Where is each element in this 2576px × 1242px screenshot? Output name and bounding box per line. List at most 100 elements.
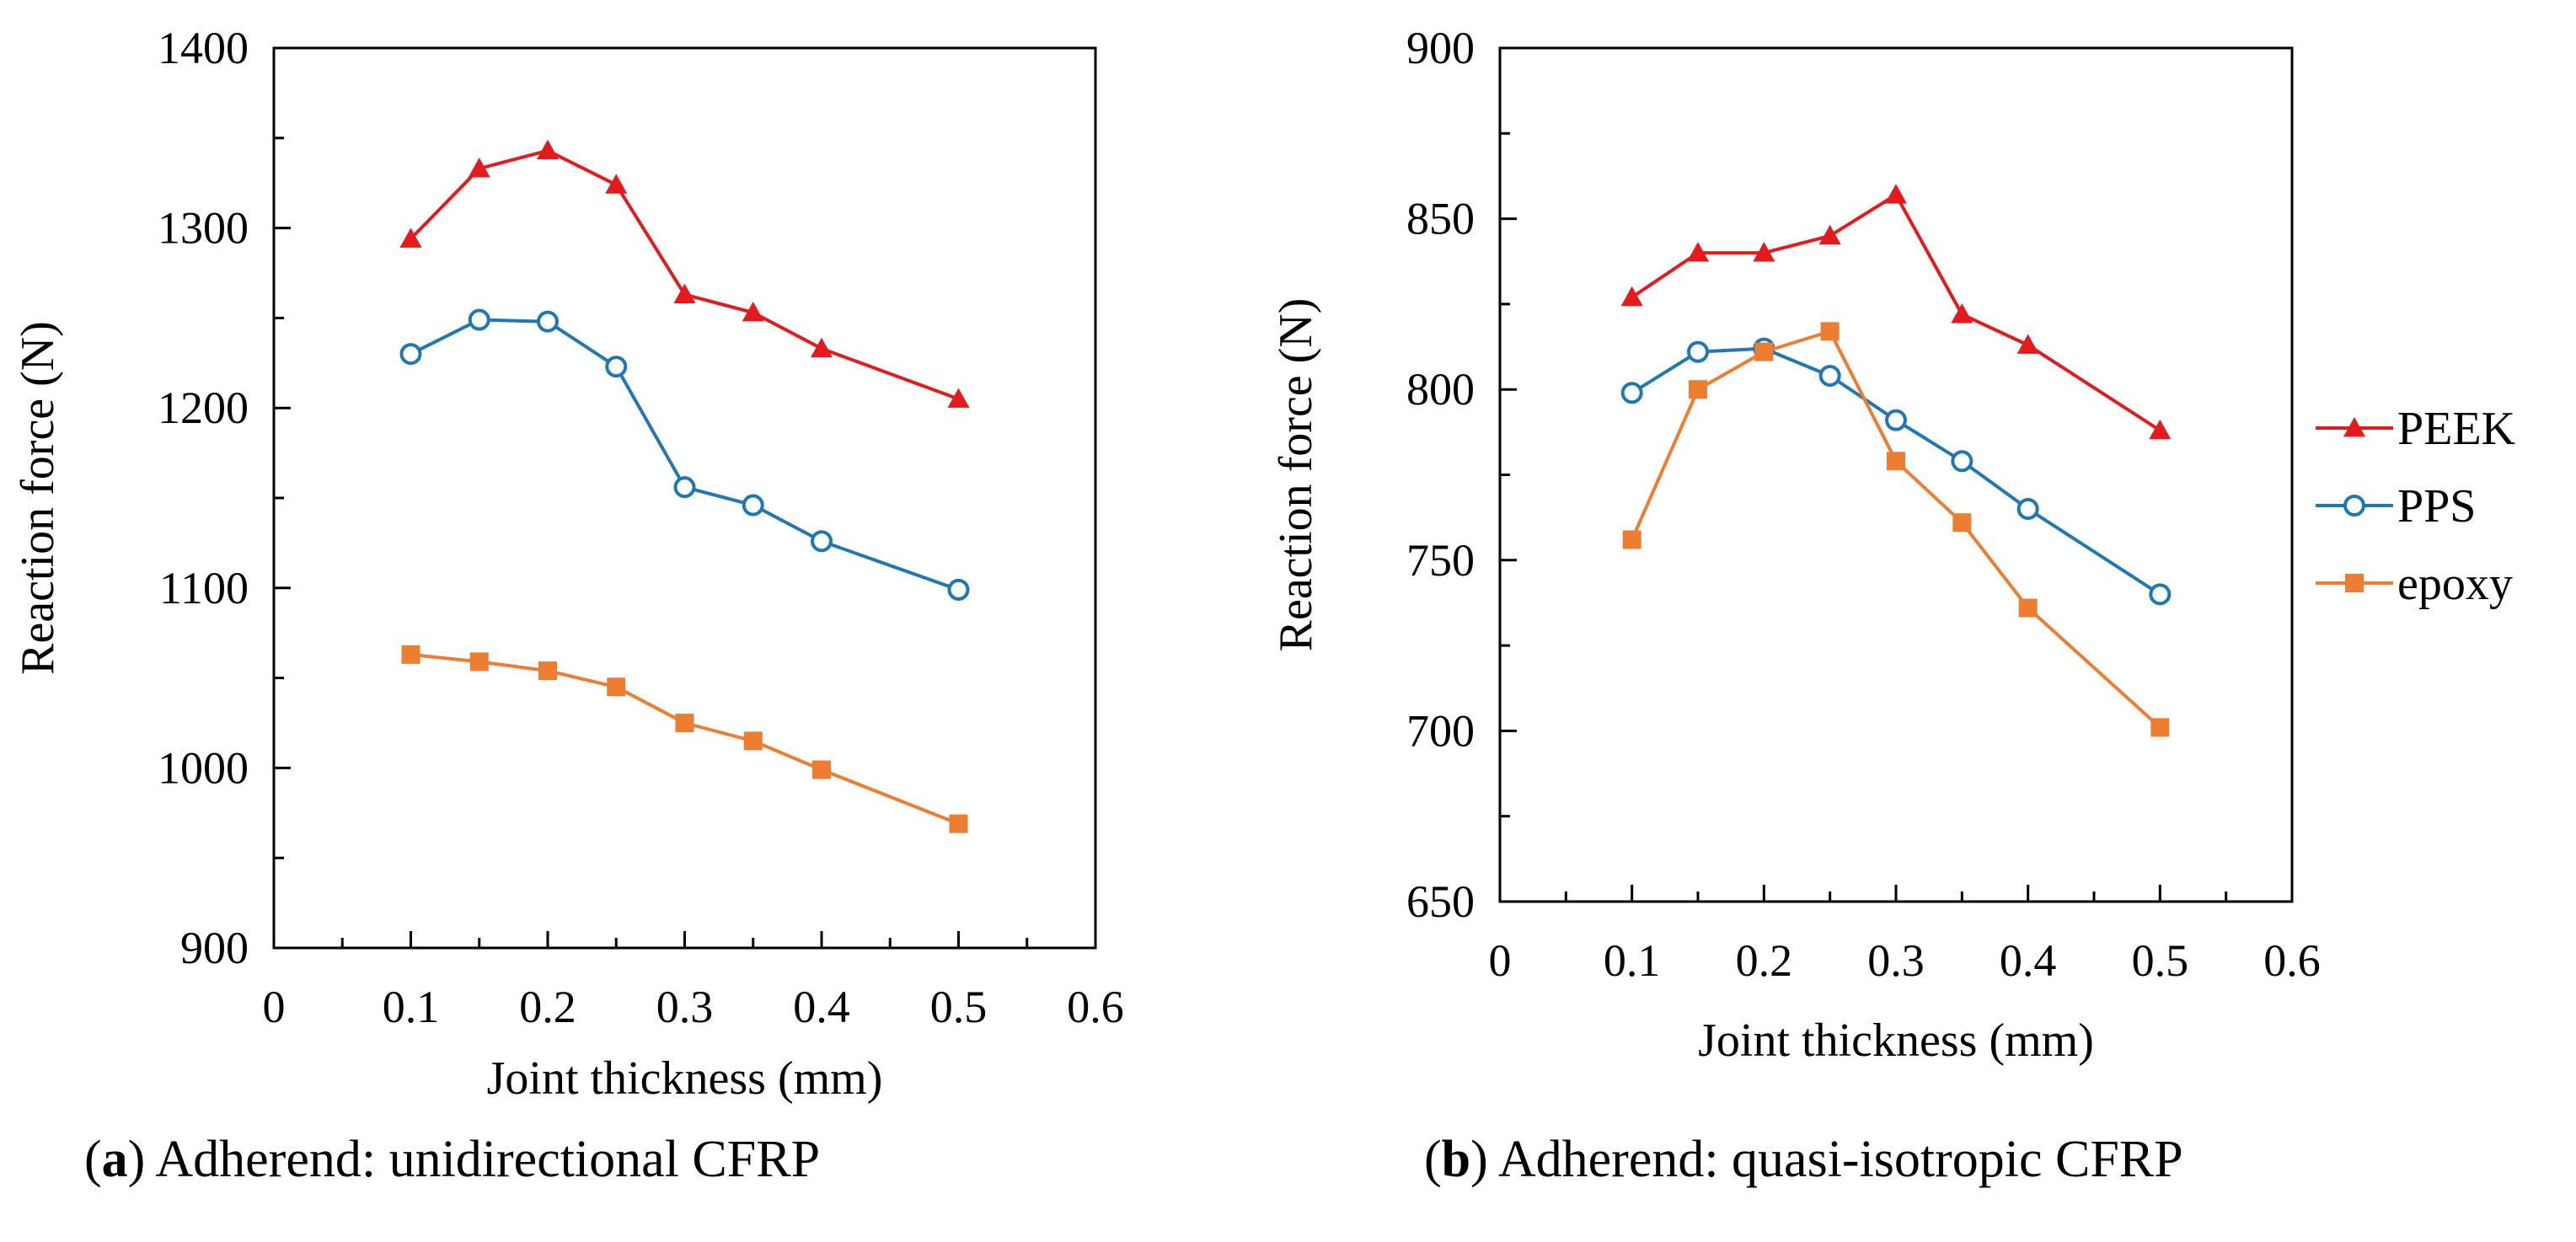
y-tick-label-a: 1100 <box>159 563 249 613</box>
data-point-epoxy-b <box>1689 380 1707 399</box>
x-axis-label-a: Joint thickness (mm) <box>487 1052 883 1105</box>
legend-marker-epoxy <box>2345 574 2364 592</box>
series-peek-a <box>399 139 970 408</box>
data-point-peek-a <box>947 388 970 408</box>
data-point-peek-b <box>1620 286 1643 307</box>
legend-label-epoxy: epoxy <box>2397 558 2513 610</box>
x-tick-label-a: 0.4 <box>793 982 850 1032</box>
series-line-pps-b <box>1631 346 2161 596</box>
data-point-peek-a <box>742 301 764 322</box>
data-point-peek-b <box>1818 224 1841 245</box>
series-epoxy-b <box>1622 322 2170 737</box>
data-point-epoxy-a <box>812 760 831 779</box>
data-point-peek-b <box>2016 334 2039 354</box>
data-point-pps-a <box>742 494 764 517</box>
data-point-peek-a <box>399 228 422 248</box>
legend: PEEK PPS epoxy <box>2316 403 2515 610</box>
data-point-epoxy-a <box>607 677 626 697</box>
data-point-epoxy-b <box>1887 452 1905 471</box>
data-point-pps-a <box>811 530 833 553</box>
data-point-peek-b <box>1687 242 1709 262</box>
data-point-epoxy-a <box>401 645 420 664</box>
series-line-pps-a <box>410 318 960 592</box>
y-tick-label-a: 1200 <box>158 383 249 433</box>
caption-b-text: Adherend: quasi-isotropic CFRP <box>1497 1131 2183 1188</box>
data-point-pps-a <box>605 356 628 378</box>
x-tick-label-b: 0 <box>1489 935 1512 986</box>
x-tick-label-b: 0.3 <box>1867 935 1925 986</box>
data-point-epoxy-b <box>1622 530 1641 549</box>
caption-b-letter: b <box>1441 1131 1471 1188</box>
series-line-epoxy-b <box>1630 329 2161 729</box>
x-tick-label-a: 0.2 <box>519 982 576 1032</box>
y-tick-label-b: 700 <box>1406 705 1475 756</box>
series-line-epoxy-a <box>410 652 960 826</box>
data-point-epoxy-a <box>949 814 968 833</box>
y-axis-label-b: Reaction force (N) <box>1270 298 1322 652</box>
series-epoxy-a <box>401 645 968 833</box>
y-tick-label-a: 1300 <box>158 203 249 254</box>
x-tick-label-a: 0 <box>263 982 286 1032</box>
chart-b: 650 700 750 800 850 900 0 0.1 0.2 0.3 0.4 0.5 0.6 Joi… <box>1270 23 2321 1067</box>
series-peek-b <box>1620 184 2172 440</box>
data-point-pps-b <box>1620 382 1643 404</box>
x-tick-label-b: 0.2 <box>1736 935 1793 986</box>
x-tick-label-a: 0.5 <box>930 982 988 1032</box>
x-tick-label-b: 0.5 <box>2132 935 2189 986</box>
data-point-pps-a <box>537 310 559 333</box>
caption-b: (b) Adherend: quasi-isotropic CFRP <box>1424 1131 2183 1188</box>
series-line-peek-b <box>1631 193 2161 432</box>
data-point-peek-b <box>2149 419 2172 440</box>
legend-label-peek: PEEK <box>2397 403 2515 455</box>
series-pps-b <box>1620 337 2172 606</box>
y-tick-label-b: 750 <box>1406 535 1475 586</box>
series-line-peek-a <box>410 148 960 401</box>
plot-area-b <box>1498 46 2294 903</box>
data-point-epoxy-b <box>2018 598 2038 618</box>
data-point-peek-a <box>537 139 559 160</box>
x-tick-label-a: 0.3 <box>656 982 714 1032</box>
data-point-peek-b <box>1753 242 1775 262</box>
data-point-pps-a <box>468 308 490 331</box>
legend-marker-peek <box>2343 417 2365 437</box>
data-point-peek-a <box>605 174 628 194</box>
legend-marker-pps <box>2343 495 2365 517</box>
data-point-pps-b <box>1687 340 1709 363</box>
data-point-epoxy-b <box>2150 718 2170 737</box>
data-point-pps-b <box>2016 498 2039 521</box>
data-point-peek-a <box>673 283 696 304</box>
data-point-epoxy-b <box>1820 322 1840 341</box>
data-point-pps-b <box>1818 364 1841 387</box>
data-point-pps-b <box>1885 409 1907 431</box>
y-tick-label-b: 650 <box>1406 876 1475 927</box>
data-point-epoxy-b <box>1952 513 1972 533</box>
y-tick-label-b: 900 <box>1406 23 1475 73</box>
data-point-peek-b <box>1951 303 1974 324</box>
caption-a: (a) Adherend: unidirectional CFRP <box>84 1131 821 1188</box>
x-axis-label-b: Joint thickness (mm) <box>1698 1014 2094 1067</box>
x-tick-label-b: 0.1 <box>1604 935 1661 986</box>
data-point-pps-a <box>673 476 696 499</box>
caption-a-text: Adherend: unidirectional CFRP <box>155 1131 821 1188</box>
series-pps-a <box>399 308 970 601</box>
data-point-epoxy-a <box>675 714 694 732</box>
data-point-epoxy-a <box>469 652 489 672</box>
y-tick-label-a: 1400 <box>158 23 249 73</box>
legend-label-pps: PPS <box>2397 480 2476 533</box>
legend-item-epoxy: epoxy <box>2316 558 2513 610</box>
y-tick-label-a: 1000 <box>158 742 249 793</box>
y-tick-label-a: 900 <box>180 923 249 973</box>
data-point-pps-b <box>2149 583 2172 606</box>
data-point-peek-a <box>468 158 490 178</box>
data-point-peek-a <box>811 337 833 358</box>
x-tick-label-a: 0.1 <box>383 982 440 1032</box>
data-point-pps-b <box>1951 450 1974 473</box>
caption-a-letter: a <box>101 1131 128 1188</box>
chart-a: 900 1000 1100 1200 1300 1400 0 0.1 0.2 0.3 0.4 0.5 0… <box>12 23 1124 1105</box>
data-point-epoxy-a <box>743 731 763 751</box>
data-point-epoxy-b <box>1754 342 1774 361</box>
y-tick-label-b: 800 <box>1406 364 1475 415</box>
legend-item-pps: PPS <box>2316 480 2476 533</box>
x-tick-label-a: 0.6 <box>1067 982 1124 1032</box>
